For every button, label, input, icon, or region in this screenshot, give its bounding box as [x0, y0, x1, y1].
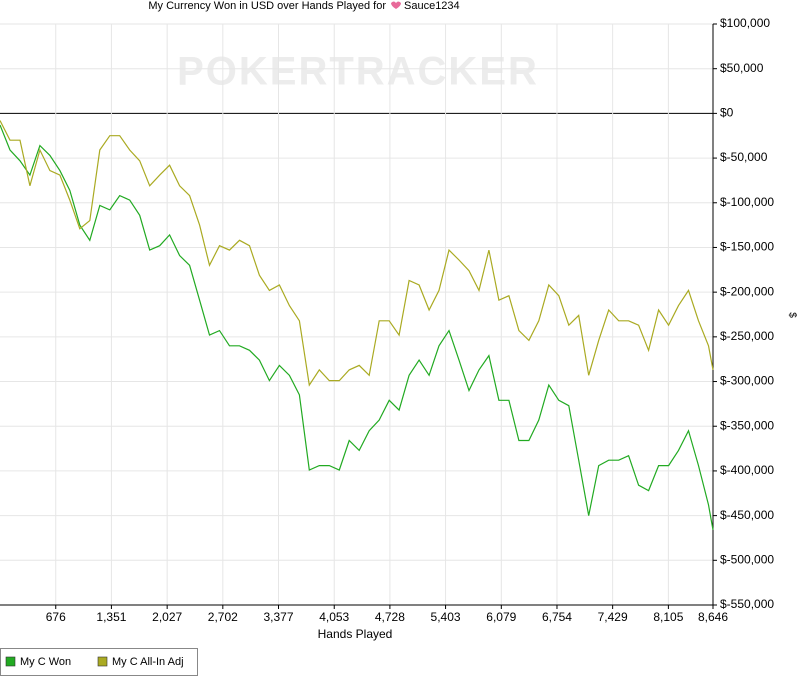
y-tick-label: $50,000 — [720, 61, 764, 75]
series-line — [0, 124, 714, 531]
x-axis-label: Hands Played — [318, 627, 393, 641]
legend-label: My C Won — [20, 656, 71, 668]
x-tick-label: 8,105 — [653, 610, 683, 624]
y-tick-label: $-150,000 — [720, 240, 774, 254]
player-name: Sauce1234 — [404, 0, 460, 12]
y-tick-label: $-450,000 — [720, 508, 774, 522]
y-tick-label: $-250,000 — [720, 329, 774, 343]
player-icon — [391, 1, 401, 9]
x-tick-label: 4,728 — [375, 610, 405, 624]
x-tick-label: 2,702 — [208, 610, 238, 624]
legend-swatch — [97, 656, 108, 667]
x-tick-label: 8,646 — [698, 610, 728, 624]
y-axis-label: $ — [786, 312, 797, 318]
y-tick-label: $-300,000 — [720, 374, 774, 388]
y-tick-label: $-350,000 — [720, 418, 774, 432]
watermark: POKERTRACKER — [177, 50, 539, 94]
y-tick-label: $100,000 — [720, 16, 770, 30]
x-tick-label: 1,351 — [96, 610, 126, 624]
legend-label: My C All-In Adj — [112, 656, 184, 668]
y-tick-label: $-500,000 — [720, 552, 774, 566]
y-tick-label: $-550,000 — [720, 597, 774, 611]
x-tick-label: 3,377 — [263, 610, 293, 624]
x-tick-label: 7,429 — [598, 610, 628, 624]
chart-title: My Currency Won in USD over Hands Played… — [148, 0, 386, 12]
y-tick-label: $-200,000 — [720, 284, 774, 298]
x-tick-label: 6,754 — [542, 610, 572, 624]
y-tick-label: $-50,000 — [720, 150, 768, 164]
x-tick-label: 676 — [46, 610, 66, 624]
x-tick-label: 4,053 — [319, 610, 349, 624]
y-tick-label: $-400,000 — [720, 463, 774, 477]
y-tick-label: $-100,000 — [720, 195, 774, 209]
series-line — [0, 120, 714, 387]
y-tick-label: $0 — [720, 106, 734, 120]
x-tick-label: 6,079 — [486, 610, 516, 624]
x-tick-label: 5,403 — [431, 610, 461, 624]
x-tick-label: 2,027 — [152, 610, 182, 624]
legend-swatch — [5, 656, 16, 667]
